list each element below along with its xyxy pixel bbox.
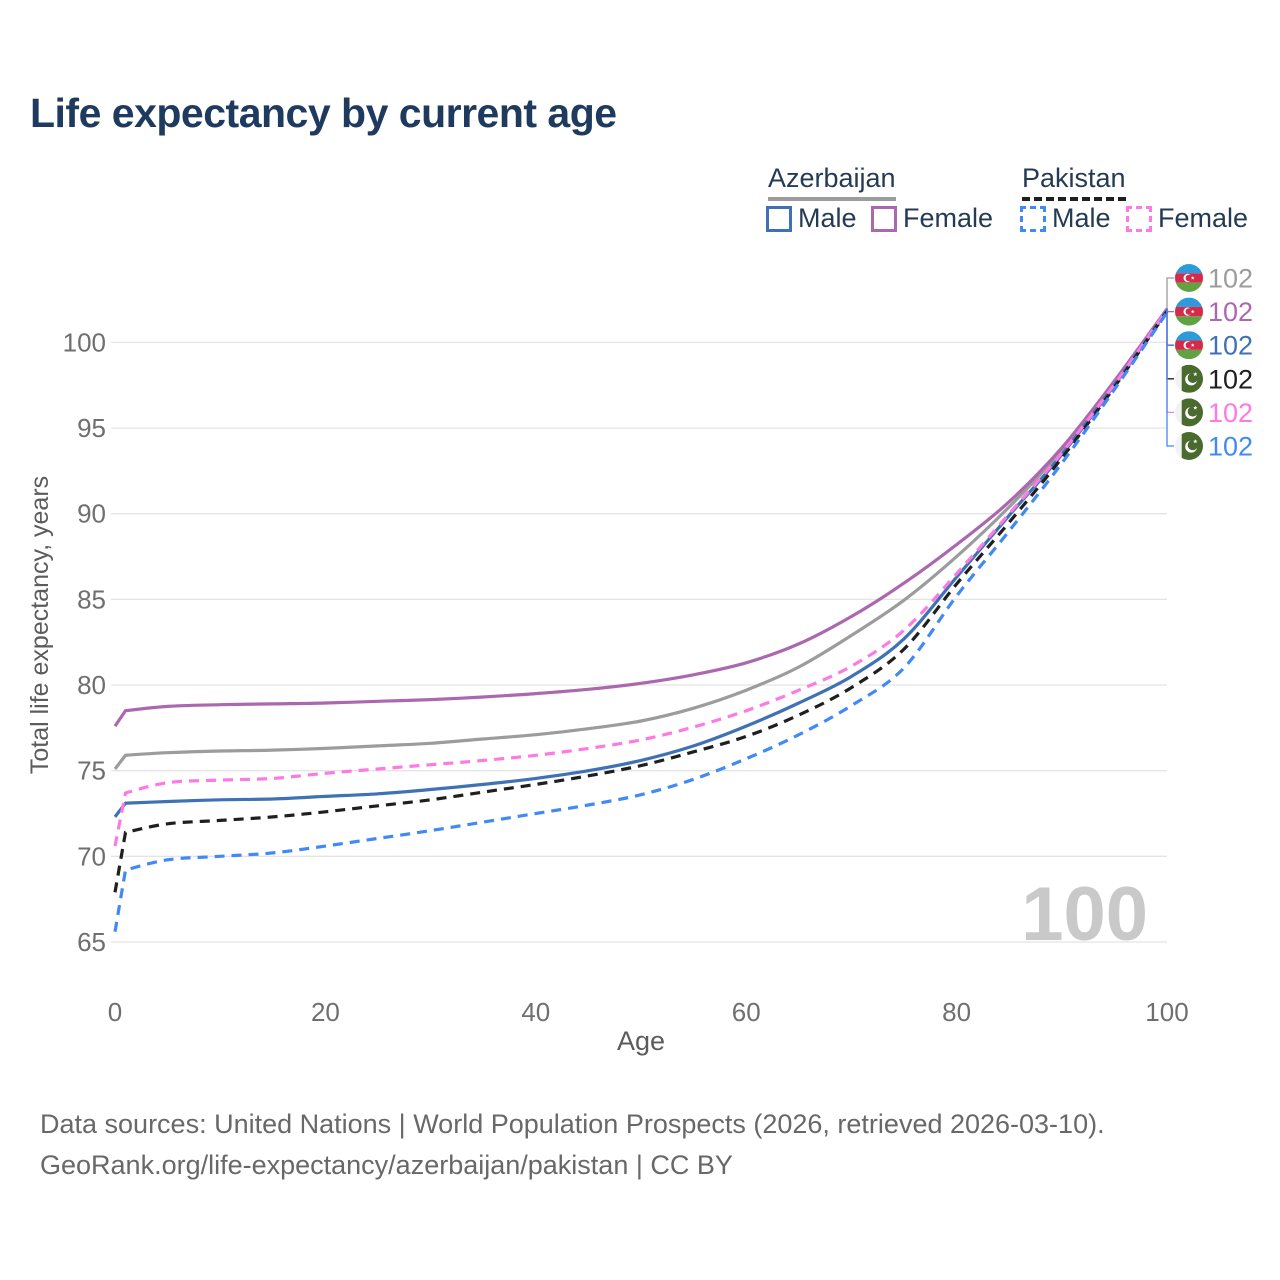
x-tick-label: 100 (1145, 997, 1188, 1027)
page-title: Life expectancy by current age (30, 90, 617, 136)
series-pakistan-male[interactable] (113, 311, 1169, 932)
series-pakistan-total[interactable] (113, 310, 1169, 893)
x-tick-label: 60 (732, 997, 761, 1027)
legend-label: Female (1158, 203, 1249, 233)
legend-country-pakistan[interactable]: Pakistan (1022, 163, 1126, 201)
pakistan-flag-icon (1175, 364, 1203, 393)
legend-item-pakistan-male[interactable]: Male (1020, 203, 1111, 234)
x-tick-label: 40 (521, 997, 550, 1027)
x-axis-title: Age (617, 1026, 665, 1056)
legend-label: Male (798, 203, 857, 233)
axis-tick-labels: 65 70 75 80 85 90 95 100 0 20 40 60 80 100 (63, 327, 1189, 1027)
end-label-azerbaijan-total: 102 (1175, 264, 1253, 294)
footer-line-2: GeoRank.org/life-expectancy/azerbaijan/p… (40, 1150, 733, 1180)
x-tick-label: 20 (311, 997, 340, 1027)
pakistan-flag-icon (1175, 398, 1203, 427)
end-label-pakistan-male: 102 (1175, 432, 1253, 462)
pakistan-female-swatch-icon (1126, 205, 1152, 232)
series-azerbaijan-total[interactable] (113, 308, 1169, 770)
data-source-footer: Data sources: United Nations | World Pop… (40, 1104, 1105, 1186)
azerbaijan-female-swatch-icon (871, 205, 897, 232)
end-label-azerbaijan-female: 102 (1175, 297, 1253, 327)
legend-label: Female (903, 203, 994, 233)
y-tick-label: 90 (77, 499, 106, 529)
end-label-value: 102 (1208, 432, 1253, 462)
legend-item-azerbaijan-male[interactable]: Male (766, 203, 857, 234)
azerbaijan-flag-icon (1175, 264, 1203, 292)
series-azerbaijan-male[interactable] (113, 309, 1169, 818)
legend-country-azerbaijan[interactable]: Azerbaijan (768, 163, 896, 201)
azerbaijan-male-swatch-icon (766, 205, 792, 232)
pakistan-flag-icon (1175, 432, 1203, 460)
y-tick-label: 80 (77, 670, 106, 700)
footer-line-1: Data sources: United Nations | World Pop… (40, 1109, 1105, 1139)
end-label-connector (1166, 308, 1174, 346)
end-label-value: 102 (1208, 264, 1253, 294)
pakistan-male-swatch-icon (1020, 205, 1046, 232)
y-tick-label: 85 (77, 584, 106, 614)
y-tick-label: 70 (77, 841, 106, 871)
end-label-pakistan-total: 102 (1175, 364, 1253, 394)
end-label-pakistan-female: 102 (1175, 398, 1253, 428)
legend-item-azerbaijan-female[interactable]: Female (871, 203, 993, 234)
legend-label: Male (1052, 203, 1111, 233)
end-label-value: 102 (1208, 331, 1253, 361)
gridlines (111, 341, 1167, 943)
end-label-connector (1166, 308, 1174, 414)
series-pakistan-female[interactable] (113, 308, 1169, 847)
azerbaijan-flag-icon (1175, 331, 1203, 360)
legend-item-pakistan-female[interactable]: Female (1126, 203, 1248, 234)
end-label-connector (1166, 308, 1174, 380)
end-label-value: 102 (1208, 398, 1253, 428)
y-tick-label: 95 (77, 413, 106, 443)
y-axis-title: Total life expectancy, years (26, 476, 54, 774)
end-label-value: 102 (1208, 297, 1253, 327)
x-tick-label: 0 (108, 997, 122, 1027)
end-label-value: 102 (1208, 364, 1253, 394)
series-azerbaijan-female[interactable] (113, 308, 1169, 728)
age-watermark: 100 (1021, 872, 1148, 957)
y-tick-label: 75 (77, 756, 106, 786)
y-tick-label: 100 (63, 327, 106, 357)
y-tick-label: 65 (77, 927, 106, 957)
x-tick-label: 80 (942, 997, 971, 1027)
end-label-connector (1166, 277, 1174, 309)
azerbaijan-flag-icon (1175, 297, 1203, 326)
end-label-connector (1166, 308, 1174, 447)
end-label-azerbaijan-male: 102 (1175, 331, 1253, 361)
